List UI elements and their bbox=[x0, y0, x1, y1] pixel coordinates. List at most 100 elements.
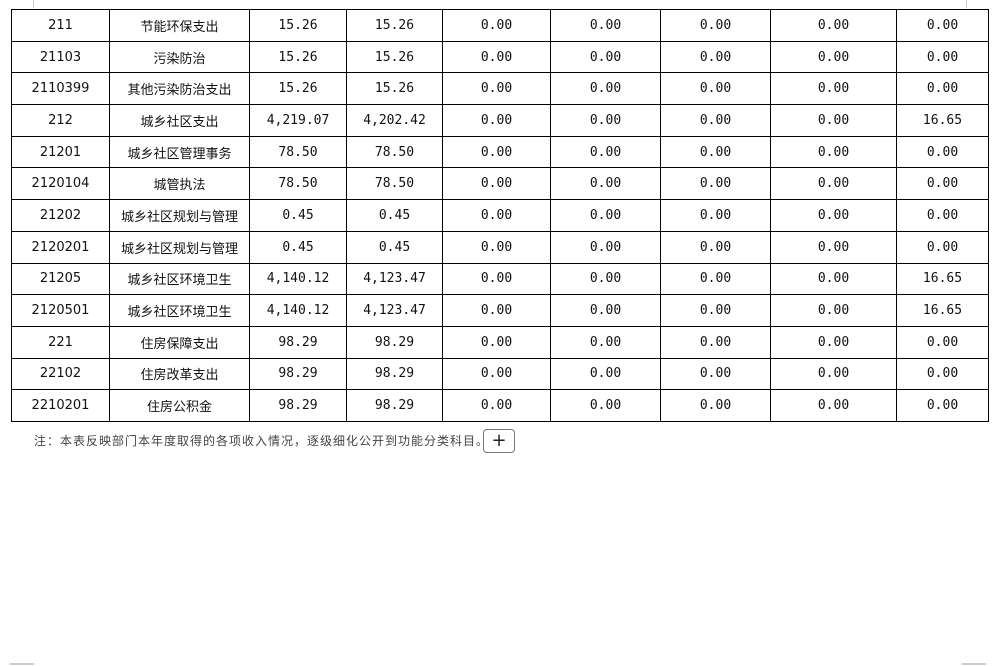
cell-amount: 15.26 bbox=[346, 9, 443, 42]
cell-amount: 78.50 bbox=[249, 135, 347, 169]
cell-amount: 0.00 bbox=[442, 357, 551, 391]
cell-code: 211 bbox=[11, 9, 110, 42]
cell-amount: 0.00 bbox=[660, 9, 771, 42]
cell-amount: 0.00 bbox=[896, 325, 989, 359]
cell-amount: 0.00 bbox=[550, 230, 661, 264]
cell-amount: 0.00 bbox=[550, 9, 661, 42]
cell-name: 城乡社区支出 bbox=[109, 104, 250, 137]
cell-amount: 0.00 bbox=[896, 9, 989, 42]
cell-name: 城乡社区管理事务 bbox=[109, 135, 250, 169]
add-button[interactable]: + bbox=[483, 429, 515, 453]
cell-amount: 98.29 bbox=[249, 389, 347, 422]
cell-amount: 0.00 bbox=[660, 72, 771, 106]
cell-code: 21103 bbox=[11, 40, 110, 74]
cell-amount: 15.26 bbox=[249, 40, 347, 74]
cell-amount: 0.00 bbox=[442, 40, 551, 74]
page-corner-mark bbox=[966, 0, 967, 8]
cell-amount: 4,219.07 bbox=[249, 104, 347, 137]
cell-amount: 0.00 bbox=[550, 389, 661, 422]
cell-amount: 78.50 bbox=[346, 167, 443, 201]
table-row: 2120501 城乡社区环境卫生 4,140.12 4,123.47 0.00 0.00 0… bbox=[11, 294, 989, 327]
cell-amount: 0.00 bbox=[550, 104, 661, 137]
cell-amount: 98.29 bbox=[346, 389, 443, 422]
cell-amount: 78.50 bbox=[346, 135, 443, 169]
table-row: 21205 城乡社区环境卫生 4,140.12 4,123.47 0.00 0.00 0.0… bbox=[11, 262, 989, 296]
cell-name: 城乡社区规划与管理 bbox=[109, 230, 250, 264]
cell-amount: 0.00 bbox=[550, 135, 661, 169]
cell-amount: 0.00 bbox=[550, 199, 661, 232]
cell-amount: 0.00 bbox=[442, 230, 551, 264]
cell-amount: 0.00 bbox=[660, 167, 771, 201]
cell-amount: 16.65 bbox=[896, 294, 989, 327]
cell-code: 2210201 bbox=[11, 389, 110, 422]
cell-code: 2110399 bbox=[11, 72, 110, 106]
cell-code: 212 bbox=[11, 104, 110, 137]
cell-amount: 0.00 bbox=[550, 167, 661, 201]
cell-amount: 4,123.47 bbox=[346, 262, 443, 296]
table-row: 21103 污染防治 15.26 15.26 0.00 0.00 0.00 0.00 0.00 bbox=[11, 40, 989, 74]
cell-amount: 0.00 bbox=[442, 72, 551, 106]
cell-amount: 0.00 bbox=[550, 357, 661, 391]
cell-amount: 0.00 bbox=[896, 389, 989, 422]
cell-amount: 4,202.42 bbox=[346, 104, 443, 137]
cell-amount: 0.00 bbox=[896, 199, 989, 232]
cell-amount: 0.00 bbox=[442, 9, 551, 42]
cell-amount: 0.00 bbox=[442, 389, 551, 422]
cell-amount: 0.00 bbox=[550, 294, 661, 327]
cell-amount: 98.29 bbox=[346, 357, 443, 391]
cell-amount: 0.00 bbox=[660, 230, 771, 264]
table-row: 2120201 城乡社区规划与管理 0.45 0.45 0.00 0.00 0.00 0.00… bbox=[11, 230, 989, 264]
cell-name: 住房保障支出 bbox=[109, 325, 250, 359]
cell-amount: 0.00 bbox=[660, 40, 771, 74]
cell-amount: 0.00 bbox=[442, 294, 551, 327]
cell-amount: 0.00 bbox=[660, 389, 771, 422]
cell-amount: 15.26 bbox=[346, 72, 443, 106]
cell-code: 221 bbox=[11, 325, 110, 359]
cell-code: 22102 bbox=[11, 357, 110, 391]
table-row: 211 节能环保支出 15.26 15.26 0.00 0.00 0.00 0.00 0.00 bbox=[11, 9, 989, 42]
table-row: 2120104 城管执法 78.50 78.50 0.00 0.00 0.00 0.00 0.0… bbox=[11, 167, 989, 201]
cell-amount: 0.00 bbox=[550, 72, 661, 106]
cell-amount: 0.00 bbox=[770, 230, 897, 264]
cell-name: 城管执法 bbox=[109, 167, 250, 201]
cell-amount: 0.00 bbox=[896, 72, 989, 106]
cell-amount: 0.00 bbox=[896, 230, 989, 264]
cell-name: 住房改革支出 bbox=[109, 357, 250, 391]
cell-amount: 0.00 bbox=[442, 262, 551, 296]
cell-name: 住房公积金 bbox=[109, 389, 250, 422]
cell-amount: 0.00 bbox=[896, 40, 989, 74]
cell-amount: 0.00 bbox=[550, 262, 661, 296]
cell-code: 21205 bbox=[11, 262, 110, 296]
cell-amount: 98.29 bbox=[346, 325, 443, 359]
cell-amount: 0.00 bbox=[770, 357, 897, 391]
table-row: 2110399 其他污染防治支出 15.26 15.26 0.00 0.00 0.00 0.0… bbox=[11, 72, 989, 106]
cell-amount: 15.26 bbox=[346, 40, 443, 74]
cell-amount: 0.00 bbox=[770, 167, 897, 201]
cell-code: 2120501 bbox=[11, 294, 110, 327]
cell-amount: 0.00 bbox=[770, 262, 897, 296]
cell-amount: 0.00 bbox=[896, 357, 989, 391]
cell-amount: 4,140.12 bbox=[249, 294, 347, 327]
table-row: 21202 城乡社区规划与管理 0.45 0.45 0.00 0.00 0.00 0.00 0.… bbox=[11, 199, 989, 232]
cell-name: 节能环保支出 bbox=[109, 9, 250, 42]
cell-amount: 0.00 bbox=[550, 325, 661, 359]
cell-amount: 0.00 bbox=[442, 104, 551, 137]
page-corner-mark bbox=[962, 663, 986, 665]
cell-name: 污染防治 bbox=[109, 40, 250, 74]
cell-code: 2120104 bbox=[11, 167, 110, 201]
cell-name: 城乡社区环境卫生 bbox=[109, 294, 250, 327]
cell-amount: 0.00 bbox=[770, 294, 897, 327]
cell-amount: 0.00 bbox=[660, 104, 771, 137]
cell-amount: 0.00 bbox=[770, 135, 897, 169]
cell-amount: 15.26 bbox=[249, 9, 347, 42]
income-table: 211 节能环保支出 15.26 15.26 0.00 0.00 0.00 0.00 0.00 2… bbox=[11, 9, 989, 422]
cell-amount: 15.26 bbox=[249, 72, 347, 106]
cell-amount: 0.00 bbox=[770, 389, 897, 422]
cell-amount: 0.00 bbox=[770, 199, 897, 232]
cell-code: 21201 bbox=[11, 135, 110, 169]
cell-amount: 0.00 bbox=[770, 104, 897, 137]
cell-code: 21202 bbox=[11, 199, 110, 232]
cell-amount: 16.65 bbox=[896, 262, 989, 296]
cell-amount: 0.00 bbox=[770, 325, 897, 359]
table-row: 21201 城乡社区管理事务 78.50 78.50 0.00 0.00 0.00 0.00 0… bbox=[11, 135, 989, 169]
